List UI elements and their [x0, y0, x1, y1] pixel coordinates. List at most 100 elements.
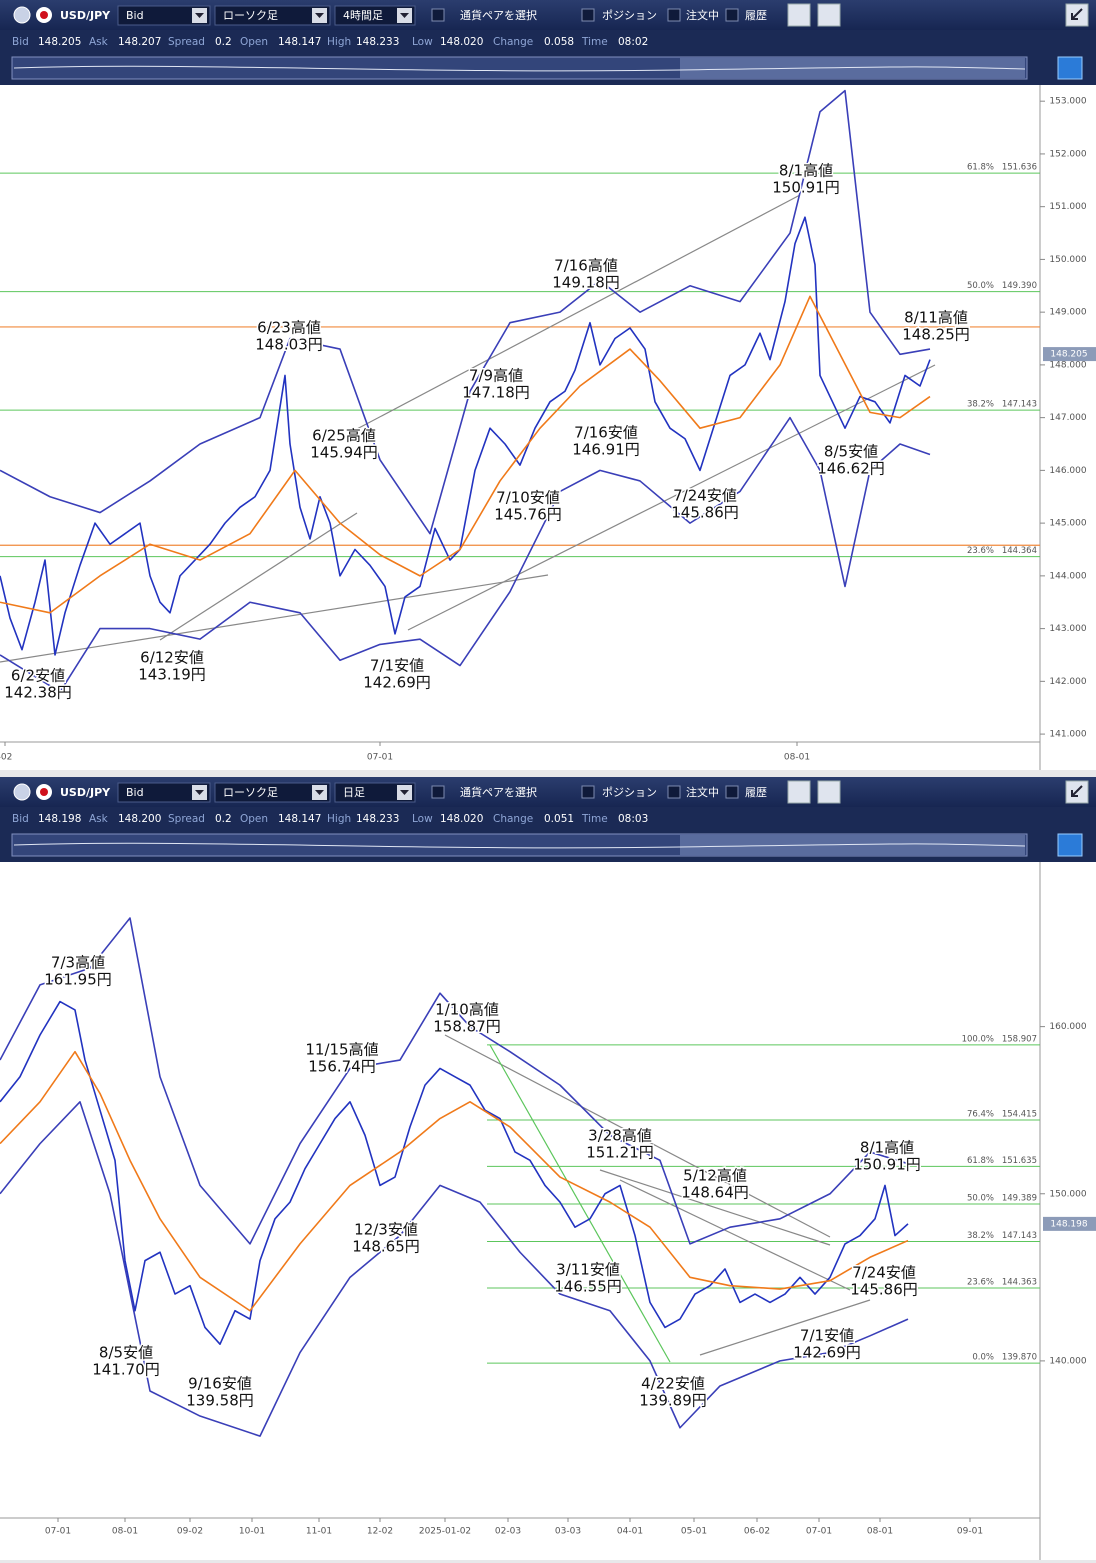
price-line	[0, 917, 909, 1245]
info-value: 148.233	[356, 813, 399, 825]
dropdown[interactable]	[214, 782, 331, 803]
annotation-label: 8/11高値	[904, 309, 968, 327]
icon-button[interactable]	[787, 3, 811, 27]
price-line	[0, 1000, 909, 1345]
annotation-price: 148.25円	[902, 326, 970, 344]
fib-ratio: 61.8%	[967, 1156, 994, 1166]
x-tick-label: 05-01	[681, 1527, 707, 1537]
icon-button[interactable]	[817, 780, 841, 804]
zoom-button[interactable]	[1057, 833, 1083, 857]
checkbox-label: 通貨ペアを選択	[460, 785, 537, 799]
annotation-label: 8/1高値	[860, 1139, 914, 1157]
dropdown[interactable]	[117, 782, 211, 803]
annotation-label: 7/1安値	[800, 1327, 854, 1345]
annotation-label: 6/2安値	[11, 667, 65, 685]
trend-line	[699, 1299, 871, 1356]
x-tick-label: 09-01	[957, 1527, 983, 1537]
pair-name: USD/JPY	[60, 786, 111, 799]
info-key: Spread	[168, 36, 205, 48]
info-key: Open	[240, 813, 268, 825]
dropdown[interactable]	[117, 5, 211, 26]
fib-value: 149.389	[1002, 1193, 1037, 1203]
checkbox-label: 履歴	[745, 786, 767, 799]
trend-line	[444, 1034, 831, 1238]
info-key: High	[327, 813, 351, 825]
dropdown-value: ローソク足	[223, 9, 278, 22]
dropdown[interactable]	[214, 5, 331, 26]
checkbox[interactable]	[725, 8, 739, 22]
info-value: 148.205	[38, 36, 81, 48]
fib-ratio: 38.2%	[967, 1231, 994, 1241]
x-tick-label: 04-01	[617, 1527, 643, 1537]
dropdown[interactable]	[334, 5, 416, 26]
price-line	[0, 216, 931, 656]
info-key: Ask	[89, 813, 109, 825]
checkbox[interactable]	[431, 785, 445, 799]
zoom-button[interactable]	[1057, 56, 1083, 80]
annotation-price: 139.89円	[639, 1392, 707, 1410]
navigator-preview	[13, 65, 1026, 72]
y-tick-label: 147.000	[1049, 413, 1086, 423]
annotation-price: 139.58円	[186, 1392, 254, 1410]
fib-ratio: 50.0%	[967, 1193, 994, 1203]
annotation-price: 142.69円	[793, 1344, 861, 1362]
annotation-label: 3/11安値	[556, 1261, 620, 1279]
checkbox[interactable]	[725, 785, 739, 799]
info-value: 148.020	[440, 813, 483, 825]
checkbox[interactable]	[581, 8, 595, 22]
fib-value: 154.415	[1002, 1109, 1037, 1119]
y-tick-label: 150.000	[1049, 1189, 1086, 1199]
info-value: 08:02	[618, 36, 648, 48]
icon-button[interactable]	[787, 780, 811, 804]
annotation-price: 161.95円	[44, 971, 112, 989]
checkbox[interactable]	[581, 785, 595, 799]
trend-line	[0, 574, 549, 663]
info-bar	[0, 807, 1096, 830]
y-tick-label: 142.000	[1049, 677, 1086, 687]
annotation-label: 6/12安値	[140, 649, 204, 667]
info-value: 148.020	[440, 36, 483, 48]
trend-line	[407, 364, 936, 631]
annotation-price: 150.91円	[772, 179, 840, 197]
annotation-price: 146.62円	[817, 460, 885, 478]
info-key: High	[327, 36, 351, 48]
y-tick-label: 144.000	[1049, 571, 1086, 581]
info-value: 148.198	[38, 813, 81, 825]
annotation-label: 7/3高値	[51, 954, 105, 972]
annotation-price: 143.19円	[138, 666, 206, 684]
info-key: Bid	[12, 36, 29, 48]
info-value: 148.147	[278, 813, 321, 825]
dropdown-value: Bid	[126, 9, 144, 22]
annotation-price: 150.91円	[853, 1156, 921, 1174]
arrow-glyph	[400, 13, 409, 18]
fib-value: 151.635	[1002, 1156, 1037, 1166]
fib-ratio: 61.8%	[967, 163, 994, 173]
info-key: Low	[412, 813, 433, 825]
x-tick-label: 07-01	[367, 753, 393, 763]
arrow-glyph	[315, 790, 324, 795]
annotation-label: 12/3安値	[354, 1221, 418, 1239]
y-tick-label: 146.000	[1049, 466, 1086, 476]
checkbox[interactable]	[667, 8, 681, 22]
price-line	[0, 89, 931, 535]
x-tick-label: 2025-01-02	[419, 1527, 471, 1537]
annotation-price: 141.70円	[92, 1361, 160, 1379]
x-tick-label: 12-02	[367, 1527, 393, 1537]
checkbox[interactable]	[667, 785, 681, 799]
annotation-price: 146.91円	[572, 441, 640, 459]
dropdown[interactable]	[334, 782, 416, 803]
checkbox-label: ポジション	[602, 786, 657, 799]
annotation-price: 142.69円	[363, 674, 431, 692]
fib-value: 147.143	[1002, 400, 1037, 410]
fib-ratio: 76.4%	[967, 1109, 994, 1119]
checkbox[interactable]	[431, 8, 445, 22]
dropdown-value: 4時間足	[343, 9, 383, 22]
price-line	[0, 1101, 909, 1437]
fib-ratio: 23.6%	[967, 1277, 994, 1287]
fib-value: 144.364	[1002, 546, 1037, 556]
annotation-price: 145.86円	[850, 1281, 918, 1299]
checkbox-label: 注文中	[686, 785, 719, 799]
flag-dot	[40, 788, 48, 796]
annotation-label: 11/15高値	[305, 1041, 378, 1059]
icon-button[interactable]	[817, 3, 841, 27]
